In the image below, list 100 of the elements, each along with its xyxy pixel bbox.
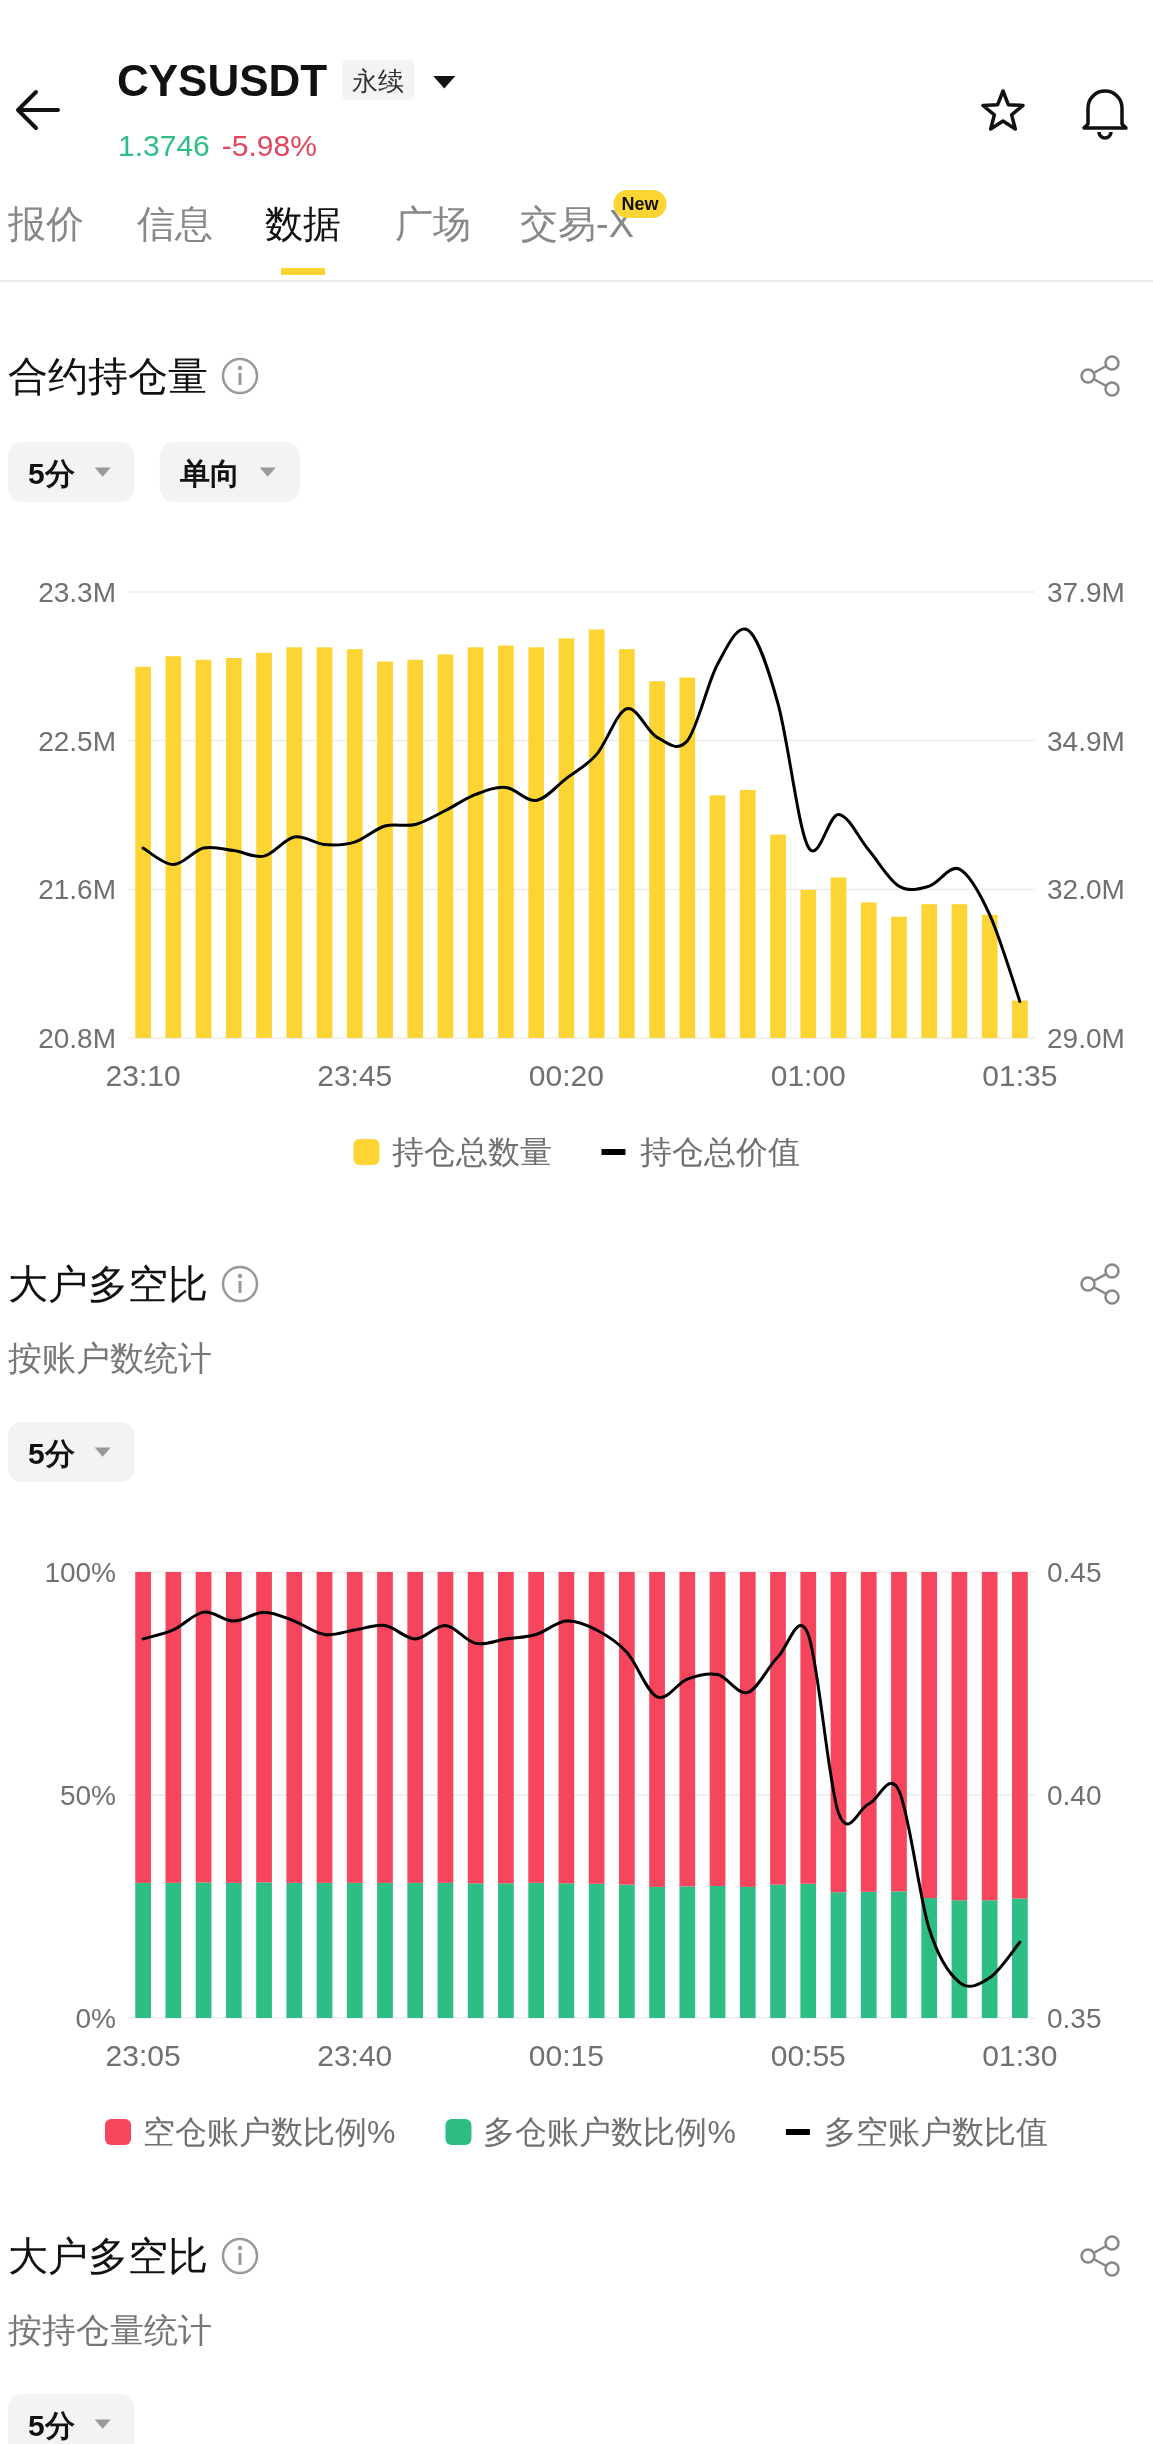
y2-tick-label: 0.40	[1047, 1780, 1102, 1811]
bar	[286, 1882, 303, 2018]
bar	[649, 1886, 665, 2018]
bar	[679, 1572, 696, 1887]
bar	[1012, 1572, 1028, 1899]
bar	[195, 1882, 212, 2018]
bar	[951, 1900, 968, 2018]
bar	[618, 1572, 635, 1885]
bar	[588, 1883, 605, 2018]
bar	[195, 1572, 212, 1883]
text: 5分	[28, 2409, 75, 2442]
bar	[346, 1882, 363, 2018]
chart-title: 合约持仓量	[8, 354, 208, 398]
x-tick-label: 01:00	[770, 1059, 846, 1092]
bar	[407, 1572, 424, 1883]
bar	[860, 1891, 877, 2018]
x-tick-label: 00:55	[770, 2039, 846, 2072]
text: 报价	[7, 203, 84, 245]
y2-tick-label: 34.9M	[1047, 725, 1125, 757]
text: 按持仓量统计	[8, 2311, 212, 2349]
bar	[377, 1882, 393, 2018]
y-tick-label: 100%	[44, 1557, 116, 1588]
y-tick-label: 50%	[59, 1780, 116, 1811]
x-tick-label: 23:05	[105, 2039, 181, 2072]
text: 永续	[352, 66, 405, 96]
y2-tick-label: 0.35	[1047, 2003, 1102, 2034]
bar	[770, 1884, 786, 2018]
chart-title: 大户多空比	[8, 1262, 208, 1306]
y-tick-label: 20.8M	[38, 1023, 116, 1054]
bar	[498, 1883, 514, 2018]
bar	[618, 1884, 635, 2018]
bar	[891, 1891, 907, 2018]
y2-tick-label: 37.9M	[1047, 577, 1125, 608]
y2-tick-label: 32.0M	[1047, 874, 1125, 906]
bar	[407, 1882, 424, 2018]
bar	[165, 1882, 182, 2018]
legend-label: 空仓账户数比例%	[143, 2114, 396, 2150]
text: -5.98%	[221, 129, 317, 162]
bar	[528, 1882, 545, 2018]
bar	[891, 1572, 907, 1892]
line-series	[141, 628, 1022, 1003]
bar	[1012, 1898, 1028, 2018]
bar	[679, 1886, 696, 2018]
bar	[800, 1572, 817, 1884]
bar	[800, 1883, 817, 2018]
bar	[316, 1572, 333, 1883]
bar	[558, 1883, 575, 2018]
bar	[649, 1572, 665, 1887]
bar	[467, 1883, 484, 2018]
bar	[528, 1572, 545, 1883]
y-tick-label: 21.6M	[38, 874, 116, 906]
bar	[739, 1572, 756, 1887]
text: New	[621, 194, 660, 214]
x-tick-label: 01:35	[982, 1059, 1058, 1092]
bar	[467, 1572, 484, 1884]
bar	[739, 1886, 756, 2018]
bar	[135, 1882, 151, 2018]
legend-label: 持仓总价值	[639, 1134, 800, 1170]
text: 5分	[28, 457, 75, 490]
x-tick-label: 23:45	[317, 1059, 393, 1092]
bar	[286, 1572, 303, 1883]
y-tick-label: 23.3M	[38, 577, 116, 608]
text: 数据	[265, 203, 341, 245]
bar	[135, 1572, 151, 1883]
legend-label: 多空账户数比值	[823, 2114, 1048, 2150]
bar	[437, 1572, 454, 1883]
bar	[921, 1898, 938, 2018]
x-tick-label: 00:20	[528, 1059, 604, 1092]
bar	[951, 1572, 968, 1901]
bar	[830, 1572, 847, 1893]
bar	[346, 1572, 363, 1883]
text: CYSUSDT	[117, 56, 328, 105]
bar	[377, 1572, 393, 1883]
bar	[921, 1572, 938, 1899]
bar	[165, 1572, 182, 1883]
y2-tick-label: 0.45	[1047, 1557, 1102, 1588]
y2-tick-label: 29.0M	[1047, 1023, 1125, 1054]
bar	[709, 1885, 726, 2018]
bar	[830, 1892, 847, 2018]
legend-label: 持仓总数量	[391, 1134, 552, 1170]
bar	[316, 1882, 333, 2018]
bar	[225, 1882, 242, 2018]
x-tick-label: 01:30	[982, 2039, 1058, 2072]
bar	[770, 1572, 786, 1885]
text: 5分	[28, 1437, 75, 1470]
bar	[256, 1572, 272, 1883]
text: 信息	[137, 203, 213, 245]
y-tick-label: 22.5M	[38, 725, 116, 757]
legend-label: 多仓账户数比例%	[483, 2114, 736, 2150]
bar	[498, 1572, 514, 1884]
bar	[709, 1572, 726, 1886]
x-tick-label: 23:10	[105, 1059, 181, 1092]
bar	[225, 1572, 242, 1883]
chart-subtitle: 按账户数统计	[8, 1339, 212, 1377]
x-tick-label: 00:15	[528, 2039, 604, 2072]
text: 大户多空比	[8, 2234, 208, 2278]
bar	[588, 1572, 605, 1884]
bar	[981, 1572, 998, 1901]
bar	[437, 1882, 454, 2018]
y-tick-label: 0%	[75, 2003, 116, 2034]
